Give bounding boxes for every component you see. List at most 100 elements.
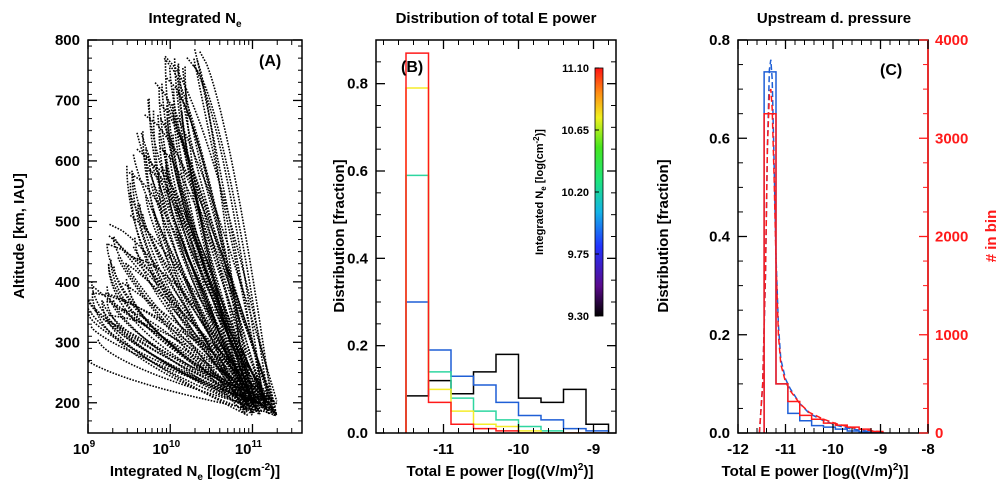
panel-c-label: (C) [880,62,902,79]
track-57 [132,246,278,416]
c-ytick-label-1: 0.2 [709,327,730,344]
track-71 [112,300,254,412]
c-ytick-right-label-1: 1000 [935,327,968,344]
a-xtick-label-2: 1011 [235,439,263,458]
track-36 [88,314,270,409]
cb-tick-label-3: 10.65 [561,125,589,137]
panel-a: Integrated Ne 109 1010 1011 200 300 400 500 600… [11,10,303,483]
b-ytick-label-4: 0.8 [347,76,368,93]
c-ytick-label-0: 0.0 [709,425,730,442]
track-76 [90,281,268,411]
track-98 [97,339,262,410]
colorbar: 9.30 9.75 10.20 10.65 11.10 Integrated Ne [l… [532,63,604,323]
b-xtick-label-0: -11 [433,441,454,458]
track-77 [124,262,269,403]
panel-a-ylabel: Altitude [km, IAU] [11,173,28,299]
track-99 [165,161,266,403]
c-ytick-label-3: 0.6 [709,130,730,147]
track-68 [111,322,278,412]
b-series-2 [405,174,609,433]
a-xtick-label-1: 1010 [152,439,180,458]
c-ytick-right-label-0: 0 [935,425,943,442]
panel-b: Distribution of total E power -11 -10 -9 0.… [331,10,617,480]
a-ytick-label-3: 500 [55,213,80,230]
panel-c-title: Upstream d. pressure [757,10,911,27]
track-103 [177,93,253,414]
panel-c-histograms [758,59,884,433]
track-100 [157,114,264,407]
c-ytick-label-4: 0.8 [709,32,730,49]
panel-c: Upstream d. pressure -12 -11 -10 -9 -8 0.0 0.2… [655,10,1000,480]
track-3 [137,204,260,412]
c-dashed-curve-0 [758,59,881,433]
c-xtick-label-1: -11 [775,441,796,458]
track-38 [101,300,277,417]
track-47 [121,282,271,401]
c-ytick-right-label-4: 4000 [935,32,968,49]
cb-tick-label-4: 11.10 [562,63,589,75]
track-27 [173,58,249,402]
b-series-1 [405,301,610,433]
panel-b-histograms [405,52,610,433]
b-xtick-label-1: -10 [508,441,530,458]
track-17 [136,148,261,415]
track-37 [136,132,258,410]
track-94 [184,66,256,411]
a-ytick-label-5: 700 [55,92,80,109]
track-109 [164,55,277,414]
track-56 [132,173,250,403]
b-ytick-label-2: 0.4 [347,250,369,267]
c-xtick-label-0: -12 [727,441,749,458]
track-73 [168,67,273,414]
track-16 [172,88,249,403]
track-19 [92,291,278,405]
panel-c-ylabel: Distribution [fraction] [655,159,672,312]
track-55 [159,118,277,407]
panel-a-title: Integrated Ne [148,10,242,30]
panel-b-label: (B) [401,59,423,76]
panel-c-xlabel: Total E power [log((V/m)2)] [722,462,909,480]
panel-c-frame [737,39,929,434]
panel-a-label: (A) [259,53,281,70]
track-95 [193,49,266,410]
track-52 [161,83,265,406]
track-12 [91,293,248,412]
track-97 [122,308,249,414]
track-30 [129,214,276,417]
track-14 [107,263,265,407]
panel-b-ylabel: Distribution [fraction] [331,159,348,312]
track-15 [158,172,246,403]
a-ytick-label-1: 300 [55,334,80,351]
c-dashed-curve-1 [758,88,881,433]
a-ytick-label-0: 200 [55,395,80,412]
track-105 [108,235,262,404]
b-ytick-label-1: 0.2 [347,338,368,355]
c-ytick-label-2: 0.4 [709,229,731,246]
track-11 [132,154,253,404]
track-96 [161,166,270,414]
a-ytick-label-6: 800 [55,32,80,49]
c-series-0 [763,71,884,433]
track-106 [165,98,268,410]
track-46 [138,204,253,416]
track-85 [110,259,260,404]
b-series-4 [405,52,609,433]
track-108 [148,98,262,401]
track-91 [88,306,249,417]
c-xtick-label-4: -8 [921,441,934,458]
c-xtick-label-3: -9 [874,441,887,458]
panel-c-ylabel-right: # in bin [983,210,1000,263]
track-82 [150,183,246,414]
c-xtick-label-2: -10 [822,441,844,458]
track-66 [186,57,265,403]
track-102 [113,236,269,412]
track-80 [131,170,250,403]
cb-tick-label-2: 10.20 [561,187,589,199]
c-ytick-right-label-3: 3000 [935,130,968,147]
track-8 [140,132,255,414]
b-series-0 [405,353,610,433]
track-101 [117,257,247,416]
track-92 [163,149,249,404]
track-59 [90,326,257,403]
